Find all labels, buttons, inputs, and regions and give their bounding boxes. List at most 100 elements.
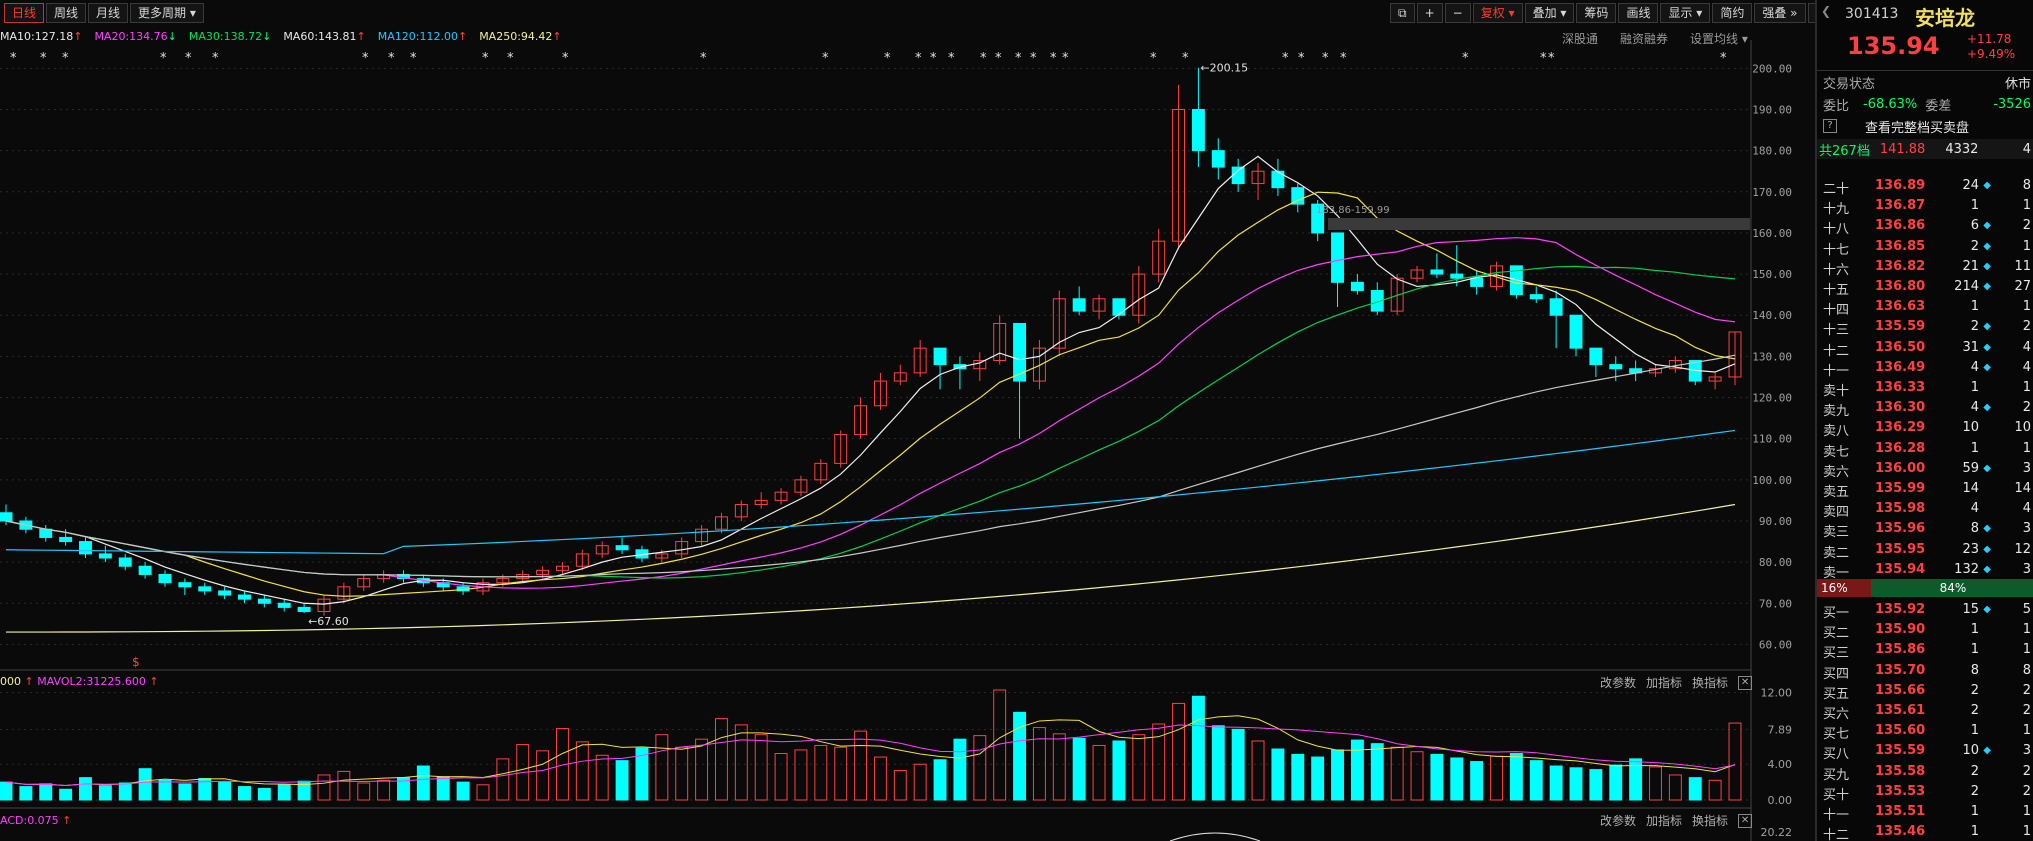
volume-bar [1629, 758, 1643, 801]
vol-tick: 7.89 [1768, 723, 1793, 736]
orderbook-row[interactable]: 买六 135.61 2 2 [1817, 701, 2033, 722]
volume-tools: 改参数 加指标 换指标 ✕ [1600, 674, 1753, 691]
link-margin[interactable]: 融资融券 [1620, 32, 1669, 46]
orderbook-row[interactable]: 买一 135.92 15 ◆ 5 [1817, 600, 2033, 621]
orderbook-row[interactable]: 卖二 135.95 23 ◆ 12 [1817, 540, 2033, 561]
mavol-label: MAVOL2:31225.600 [37, 675, 146, 688]
dot-icon: ◆ [1983, 402, 1991, 414]
orderbook-row[interactable]: 买十 135.53 2 2 [1817, 782, 2033, 803]
orderbook-row[interactable]: 十二 136.50 31 ◆ 4 [1817, 338, 2033, 359]
volume-bar [1688, 777, 1702, 801]
orderbook-row[interactable]: 卖七 136.28 1 1 [1817, 439, 2033, 460]
tab-daily[interactable]: 日线 [4, 3, 45, 23]
y-tick-label: 140.00 [1752, 309, 1792, 322]
y-tick-label: 70.00 [1759, 597, 1792, 610]
level-price: 136.49 [1875, 359, 1926, 375]
level-label: 卖九 [1823, 404, 1850, 420]
orderbook-row[interactable]: 卖九 136.30 4 ◆ 2 [1817, 398, 2033, 420]
orderbook-row[interactable]: 十三 135.59 2 ◆ 2 [1817, 317, 2033, 338]
dot-icon: ◆ [1983, 240, 1991, 252]
candle-body [1609, 364, 1623, 370]
minus-icon[interactable]: − [1444, 3, 1471, 23]
macd-close-icon[interactable]: ✕ [1738, 813, 1753, 828]
level-price: 136.87 [1875, 198, 1926, 214]
macd-add-indicator[interactable]: 加指标 [1646, 814, 1683, 828]
orderbook-row[interactable]: 卖四 135.98 4 4 [1817, 499, 2033, 520]
volume-bar [734, 724, 748, 801]
orderbook-row[interactable]: 买九 135.58 2 2 [1817, 762, 2033, 783]
low-annotation: ←67.60 [308, 615, 349, 628]
orderbook-row[interactable]: 十七 136.85 2 ◆ 1 [1817, 237, 2033, 258]
orderbook-row[interactable]: 买七 135.60 1 1 [1817, 721, 2033, 742]
window-icon[interactable]: ⧉ [1390, 3, 1415, 23]
simple-button[interactable]: 简约 [1712, 3, 1753, 23]
tab-monthly[interactable]: 月线 [88, 3, 129, 23]
candle-body [814, 462, 828, 481]
level-label: 十一 [1823, 363, 1850, 379]
volume-bar [1350, 739, 1364, 801]
orderbook-row[interactable]: 十五 136.80 214 ◆ 27 [1817, 277, 2033, 298]
macd-change-params[interactable]: 改参数 [1600, 814, 1637, 828]
draw-button[interactable]: 画线 [1618, 3, 1659, 23]
dot-icon: ◆ [1983, 260, 1991, 272]
strong-overlay-button[interactable]: 强叠 » [1754, 3, 1806, 23]
orderbook-row[interactable]: 买五 135.66 2 2 [1817, 681, 2033, 702]
event-marker: * [1720, 51, 1727, 66]
candle-body [1251, 170, 1265, 185]
orderbook-row[interactable]: 卖一 135.94 132 ◆ 3 [1817, 560, 2033, 581]
candle-body [1728, 331, 1742, 378]
candle-body [0, 512, 13, 522]
help-icon[interactable]: ? [1823, 119, 1837, 133]
ma10-label: MA10:127.18↑ [0, 30, 83, 43]
chips-button[interactable]: 筹码 [1576, 3, 1617, 23]
event-marker: * [362, 51, 369, 66]
volume-bar [0, 781, 13, 801]
orderbook-row[interactable]: 十六 136.82 21 ◆ 11 [1817, 257, 2033, 278]
orderbook-row[interactable]: 十一 135.51 1 1 [1817, 802, 2033, 823]
vol-add-indicator[interactable]: 加指标 [1646, 676, 1683, 690]
vol-switch-indicator[interactable]: 换指标 [1692, 676, 1729, 690]
y-tick-label: 60.00 [1759, 638, 1792, 651]
candle-body [893, 372, 907, 382]
level-count: 3 [2022, 460, 2031, 476]
orderbook-row[interactable]: 买二 135.90 1 1 [1817, 620, 2033, 641]
quote-panel: ❮ 301413 安培龙 135.94 +11.78 +9.49% 交易状态 休市 … [1815, 0, 2033, 841]
macd-switch-indicator[interactable]: 换指标 [1692, 814, 1729, 828]
orderbook-row[interactable]: 十八 136.86 6 ◆ 2 [1817, 216, 2033, 237]
orderbook-row[interactable]: 二十 136.89 24 ◆ 8 [1817, 176, 2033, 197]
orderbook-row[interactable]: 买四 135.70 8 8 [1817, 661, 2033, 682]
display-button[interactable]: 显示 ▾ [1660, 3, 1711, 23]
overlay-button[interactable]: 叠加 ▾ [1524, 3, 1575, 23]
macd-label: ACD:0.075 [0, 814, 59, 827]
level-volume: 1 [1970, 440, 1979, 456]
level-volume: 4 [1970, 359, 1979, 375]
link-set-ma[interactable]: 设置均线 ▾ [1690, 32, 1748, 46]
orderbook-row[interactable]: 卖三 135.96 8 ◆ 3 [1817, 519, 2033, 540]
orderbook-row[interactable]: 买八 135.59 10 ◆ 3 [1817, 741, 2033, 762]
candle-body [913, 347, 927, 374]
link-shenzhen-connect[interactable]: 深股通 [1562, 32, 1599, 46]
vol-change-params[interactable]: 改参数 [1600, 676, 1637, 690]
level-count: 4 [2022, 501, 2031, 517]
volume-bar [277, 784, 291, 801]
orderbook-row[interactable]: 十二 135.46 1 1 [1817, 822, 2033, 841]
level-price: 136.85 [1875, 238, 1926, 254]
orderbook-row[interactable]: 卖十 136.33 1 1 [1817, 378, 2033, 399]
candle-body [754, 499, 768, 506]
orderbook-row[interactable]: 十四 136.63 1 1 [1817, 297, 2033, 318]
collapse-icon[interactable]: ❮ [1821, 4, 1832, 18]
level-price: 136.28 [1875, 440, 1926, 456]
orderbook-row[interactable]: 卖五 135.99 14 14 [1817, 479, 2033, 500]
orderbook-row[interactable]: 买三 135.86 1 1 [1817, 640, 2033, 661]
candle-body [496, 578, 510, 584]
vol-close-icon[interactable]: ✕ [1738, 675, 1753, 690]
more-periods-dropdown[interactable]: 更多周期 ▾ [130, 3, 204, 23]
orderbook-row[interactable]: 卖八 136.29 10 10 [1817, 418, 2033, 439]
orderbook-row[interactable]: 卖六 136.00 59 ◆ 3 [1817, 459, 2033, 480]
plus-icon[interactable]: + [1416, 3, 1443, 23]
tab-weekly[interactable]: 周线 [46, 3, 87, 23]
orderbook-row[interactable]: 十九 136.87 1 1 [1817, 196, 2033, 217]
adjust-button[interactable]: 复权 ▾ [1472, 3, 1523, 23]
full-orderbook-link[interactable]: 查看完整档买卖盘 [1865, 120, 1970, 136]
orderbook-row[interactable]: 十一 136.49 4 ◆ 4 [1817, 358, 2033, 379]
